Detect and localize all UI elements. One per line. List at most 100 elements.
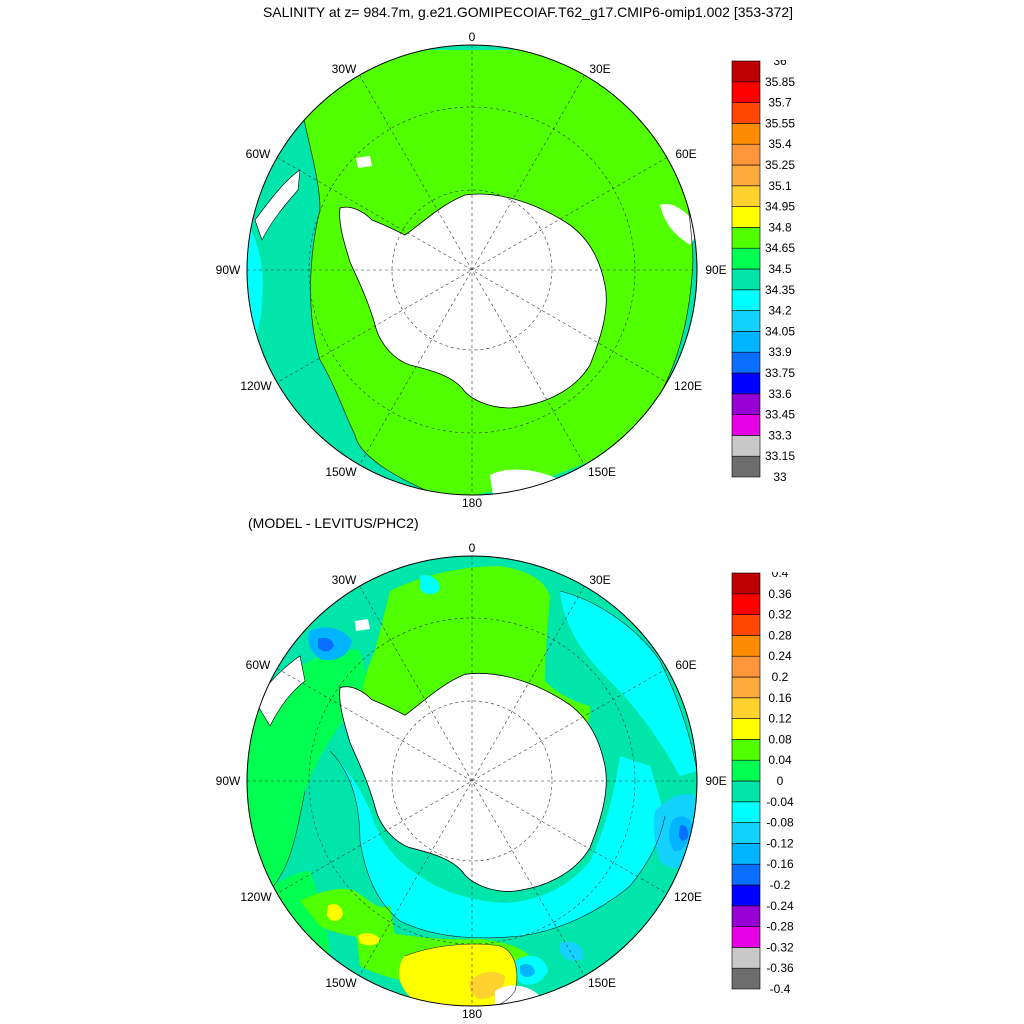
island-land: [355, 619, 370, 631]
lon-label-60w: 60W: [246, 147, 271, 161]
map-boundary: [246, 44, 698, 496]
colorbar-tick-label: 33: [773, 470, 787, 484]
ocean-band-0.08: [358, 933, 380, 946]
colorbar-tick-label: 35.25: [765, 158, 795, 172]
contour-line: [297, 49, 451, 495]
colorbar-tick-label: 33.3: [768, 428, 792, 442]
lon-label-120e: 120E: [674, 890, 702, 904]
colorbar-swatch: [731, 143, 761, 166]
antarctica-land: [339, 193, 607, 409]
colorbar-tick-label: 34.2: [768, 304, 792, 318]
colorbar-swatch: [731, 289, 761, 311]
colorbar-tick-label: 0.36: [768, 587, 792, 601]
colorbar-tick-label: -0.36: [766, 961, 794, 975]
difference-colorbar: -0.4 -0.36 -0.32 -0.28 -0.24 -0.2 -0.16 -0.12 -0…: [731, 572, 794, 996]
colorbar-tick-label: -0.32: [766, 940, 794, 954]
colorbar-tick-label: 35.1: [768, 179, 792, 193]
lon-label-150e: 150E: [588, 976, 616, 990]
lon-label-90e: 90E: [705, 263, 726, 277]
colorbar-swatch: [731, 414, 761, 436]
colorbar-swatch: [731, 593, 761, 615]
colorbar-swatch: [731, 268, 761, 291]
colorbar-tick-label: 34.95: [765, 200, 795, 214]
ocean-band-neg0.16: [520, 963, 535, 978]
colorbar-tick-label: 0.12: [768, 712, 792, 726]
ocean-band-neg0.2: [679, 825, 689, 841]
lon-label-30e: 30E: [589, 573, 610, 587]
colorbar-tick-label: 34.65: [765, 241, 795, 255]
colorbar-swatch: [731, 801, 761, 823]
colorbar-swatch: [731, 102, 761, 124]
colorbar-swatch: [731, 206, 761, 228]
colorbar-swatch: [731, 635, 761, 657]
map-boundary: [246, 555, 698, 1007]
colorbar-swatch: [731, 81, 761, 103]
lon-label-180: 180: [462, 1007, 482, 1021]
colorbar-tick-label: 35.85: [765, 75, 795, 89]
colorbar-tick-label: 34.8: [768, 220, 792, 234]
colorbar-swatch: [731, 947, 761, 969]
colorbar-swatch: [731, 310, 761, 332]
colorbar-tick-label: 0.4: [772, 572, 789, 580]
ocean-band-neg0.08: [420, 575, 440, 595]
lon-label-120w: 120W: [240, 890, 272, 904]
latitude-line: [391, 189, 553, 351]
lon-label-90w: 90W: [216, 774, 241, 788]
meridian-lines: [247, 556, 697, 1006]
ocean-band-neg0.08: [330, 751, 665, 938]
salinity-polar-map: 0 30W 30E 60W 60E 90W 90E 120W 120E 150W…: [216, 30, 727, 510]
island-land: [356, 156, 372, 168]
new-zealand-land: [490, 469, 560, 495]
lon-label-90w: 90W: [216, 263, 241, 277]
colorbar-tick-label: 34.05: [765, 324, 795, 338]
lon-label-60e: 60E: [675, 147, 696, 161]
colorbar-swatch: [731, 572, 761, 595]
colorbar-tick-label: 33.9: [768, 345, 792, 359]
colorbar-swatch: [731, 655, 761, 678]
colorbar-tick-label: -0.24: [766, 899, 794, 913]
colorbar-tick-label: 33.15: [765, 449, 795, 463]
colorbar-swatch: [731, 780, 761, 803]
colorbar-swatch: [731, 351, 761, 374]
ocean-band-34.35: [247, 210, 263, 360]
antarctica-land: [339, 672, 607, 892]
colorbar-swatch: [731, 435, 761, 457]
ocean-band-neg0.08: [560, 591, 697, 776]
lon-label-60w: 60W: [246, 658, 271, 672]
colorbar-tick-label: 35.4: [768, 137, 792, 151]
colorbar-swatch: [731, 822, 761, 844]
difference-subtitle: (MODEL - LEVITUS/PHC2): [248, 515, 419, 531]
salinity-colorbar: 33 33.15 33.3 33.45 33.6 33.75 33.9 34.05 34.2 34…: [731, 60, 795, 484]
lon-label-30w: 30W: [332, 573, 357, 587]
lon-label-180: 180: [462, 496, 482, 510]
colorbar-swatch: [731, 739, 761, 761]
ocean-band-0.04: [300, 889, 395, 938]
colorbar-tick-label: 0.04: [768, 753, 792, 767]
colorbar-swatch: [731, 331, 761, 353]
colorbar-tick-label: 36: [773, 60, 787, 68]
lon-label-120e: 120E: [674, 379, 702, 393]
colorbar-tick-label: 0.32: [768, 608, 792, 622]
colorbar-tick-label: -0.4: [770, 982, 791, 996]
south-america-land: [254, 169, 301, 241]
colorbar-tick-label: -0.2: [770, 878, 791, 892]
colorbar-tick-label: 0.16: [768, 691, 792, 705]
colorbar-swatch: [731, 759, 761, 782]
colorbar-swatch: [731, 905, 761, 927]
ocean-band-neg0.12: [560, 941, 584, 961]
salinity-difference-polar-map: 0 30W 30E 60W 60E 90W 90E 120W 120E 150W…: [216, 541, 727, 1021]
lon-label-150w: 150W: [325, 465, 357, 479]
colorbar-tick-label: 0.28: [768, 628, 792, 642]
lon-label-150w: 150W: [325, 976, 357, 990]
colorbar-swatch: [731, 843, 761, 865]
ocean-band-neg0.2: [318, 637, 334, 652]
lon-label-30e: 30E: [589, 62, 610, 76]
kerguelen-land: [660, 204, 697, 245]
colorbar-swatch: [731, 247, 761, 270]
colorbar-tick-label: 0.24: [768, 649, 792, 663]
lon-label-0: 0: [469, 541, 476, 555]
colorbar-swatch: [731, 718, 761, 740]
colorbar-swatch: [731, 676, 761, 699]
colorbar-tick-label: -0.16: [766, 857, 794, 871]
contour-line: [404, 943, 518, 1006]
